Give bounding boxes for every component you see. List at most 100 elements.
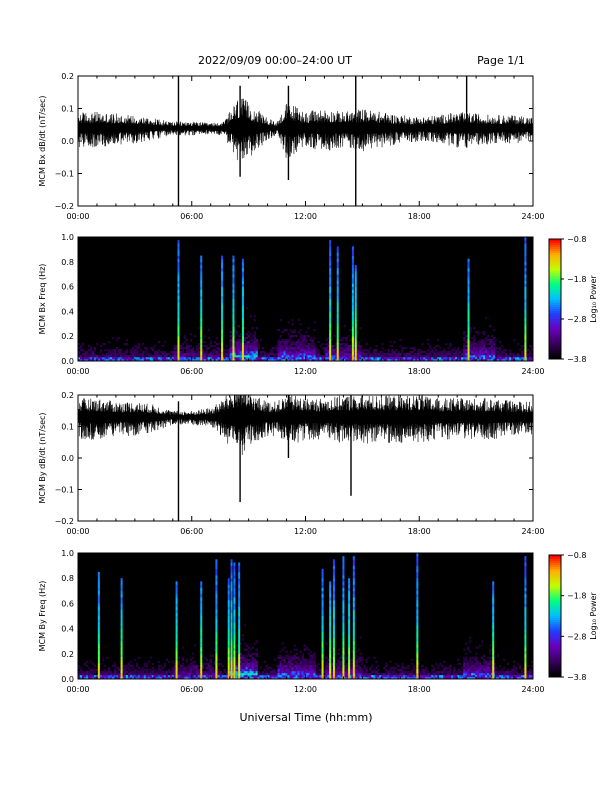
x-tick-label: 06:00 — [180, 367, 203, 376]
x-tick-label: 06:00 — [180, 685, 203, 694]
spectral-line-2 — [120, 578, 123, 680]
spectral-line-15 — [352, 556, 355, 680]
colorbar-tick-label: −2.8 — [567, 315, 586, 324]
spectral-line-14 — [348, 578, 351, 680]
y-tick-label: −0.2 — [55, 202, 74, 211]
y-tick-label: 0.2 — [61, 72, 74, 81]
panel-4: −0.8 −1.8 −2.8 −3.8 Log₁₀ Power 1.0 0.8 0.6 0.4 0… — [38, 549, 598, 694]
panels: 0.20.10.0−0.1−0.200:00 06:00 12:00 18:00 24:… — [38, 72, 598, 694]
y-tick-label: 1.0 — [61, 233, 74, 242]
colorbar-tick-label: −3.8 — [567, 355, 586, 364]
x-tick-label: 06:00 — [180, 527, 203, 536]
heatmap-background — [78, 553, 533, 679]
spectral-line-1 — [177, 240, 180, 362]
y-axis-label: MCM By Freq (Hz) — [38, 581, 47, 652]
y-tick-label: −0.1 — [55, 486, 74, 495]
x-tick-label: 24:00 — [521, 685, 544, 694]
y-tick-label: 0.2 — [61, 332, 74, 341]
y-tick-label: −0.1 — [55, 170, 74, 179]
spectral-line-18 — [524, 556, 527, 680]
x-tick-label: 18:00 — [408, 367, 431, 376]
page-title: 2022/09/09 00:00–24:00 UT — [198, 54, 352, 67]
spectral-line-10 — [321, 568, 324, 680]
colorbar-tick-label: −3.8 — [567, 673, 586, 682]
colorbar-tick-label: −0.8 — [567, 551, 586, 560]
y-tick-label: −0.2 — [55, 517, 74, 526]
x-tick-label: 18:00 — [408, 527, 431, 536]
colorbar-tick-label: −1.8 — [567, 275, 586, 284]
x-tick-label: 24:00 — [521, 527, 544, 536]
spectral-line-17 — [492, 581, 495, 680]
y-tick-label: 1.0 — [61, 549, 74, 558]
y-tick-label: 0.6 — [61, 599, 74, 608]
x-tick-label: 00:00 — [66, 685, 89, 694]
x-tick-label: 00:00 — [66, 367, 89, 376]
y-tick-label: 0.0 — [61, 675, 74, 684]
x-tick-label: 12:00 — [294, 367, 317, 376]
panel-3: 0.2 0.1 0.0 −0.1 −0.200:00 06:00 12:00 18:00 24:… — [38, 391, 545, 536]
colorbar-frame — [548, 554, 562, 678]
x-tick-label: 18:00 — [408, 685, 431, 694]
y-tick-label: 0.2 — [61, 650, 74, 659]
trace-line — [78, 98, 533, 161]
y-tick-label: 0.6 — [61, 283, 74, 292]
spectral-line-3 — [221, 255, 224, 362]
colorbar-label: Log₁₀ Power — [589, 592, 598, 640]
colorbar: −0.8 −1.8 −2.8 −3.8 Log₁₀ Power — [548, 551, 598, 682]
x-tick-label: 24:00 — [521, 367, 544, 376]
spectral-line-11 — [329, 581, 332, 680]
x-axis-title: Universal Time (hh:mm) — [240, 711, 373, 724]
y-axis-label: MCM Bx dB/dt (nT/sec) — [38, 95, 47, 186]
plot-frame — [77, 75, 534, 207]
spectral-line-8 — [233, 562, 236, 680]
colorbar-tick-label: −2.8 — [567, 632, 586, 641]
x-tick-label: 24:00 — [521, 212, 544, 221]
colorbar-tick-label: −1.8 — [567, 592, 586, 601]
panel-2: −0.8 −1.8 −2.8 −3.8 Log₁₀ Power 1.0 0.8 0.6 0.4 0… — [38, 233, 598, 376]
y-tick-label: 0.2 — [61, 391, 74, 400]
spectral-line-12 — [332, 559, 335, 680]
y-tick-label: 0.8 — [61, 258, 74, 267]
x-tick-label: 12:00 — [294, 527, 317, 536]
y-tick-label: 0.1 — [61, 105, 74, 114]
spectral-line-7 — [336, 246, 339, 362]
x-tick-label: 00:00 — [66, 212, 89, 221]
panel-1: 0.2 0.1 0.0 −0.1 −0.200:00 06:00 12:00 18:00 24:… — [38, 72, 545, 221]
colorbar: −0.8 −1.8 −2.8 −3.8 Log₁₀ Power — [548, 235, 598, 364]
x-tick-label: 18:00 — [408, 212, 431, 221]
y-tick-label: 0.8 — [61, 574, 74, 583]
x-tick-label: 12:00 — [294, 685, 317, 694]
spectral-line-7 — [230, 559, 233, 680]
y-tick-label: 0.0 — [61, 137, 74, 146]
spectral-line-5 — [241, 258, 244, 362]
spectral-line-6 — [227, 578, 230, 680]
spectral-line-2 — [200, 255, 203, 362]
spectral-line-1 — [97, 571, 100, 680]
x-tick-label: 06:00 — [180, 212, 203, 221]
spectral-line-10 — [467, 258, 470, 362]
y-tick-label: 0.4 — [61, 307, 74, 316]
x-tick-label: 12:00 — [294, 212, 317, 221]
spectral-line-8 — [351, 246, 354, 362]
trace-line — [78, 395, 533, 456]
spectral-line-16 — [416, 553, 419, 680]
spectral-line-13 — [342, 556, 345, 680]
spectral-line-4 — [200, 581, 203, 680]
spectral-line-3 — [175, 581, 178, 680]
colorbar-label: Log₁₀ Power — [589, 275, 598, 323]
y-axis-label: MCM By dB/dt (nT/sec) — [38, 412, 47, 503]
spectral-line-9 — [238, 562, 241, 680]
page-number: Page 1/1 — [477, 54, 525, 67]
spectral-line-5 — [215, 559, 218, 680]
y-tick-label: 0.4 — [61, 625, 74, 634]
y-tick-label: 0.0 — [61, 454, 74, 463]
colorbar-frame — [548, 238, 562, 360]
spectral-line-11 — [524, 237, 527, 362]
y-tick-label: 0.1 — [61, 423, 74, 432]
spectral-line-4 — [232, 255, 235, 362]
spectral-line-6 — [329, 240, 332, 362]
x-tick-label: 00:00 — [66, 527, 89, 536]
y-tick-label: 0.0 — [61, 357, 74, 366]
colorbar-tick-label: −0.8 — [567, 235, 586, 244]
